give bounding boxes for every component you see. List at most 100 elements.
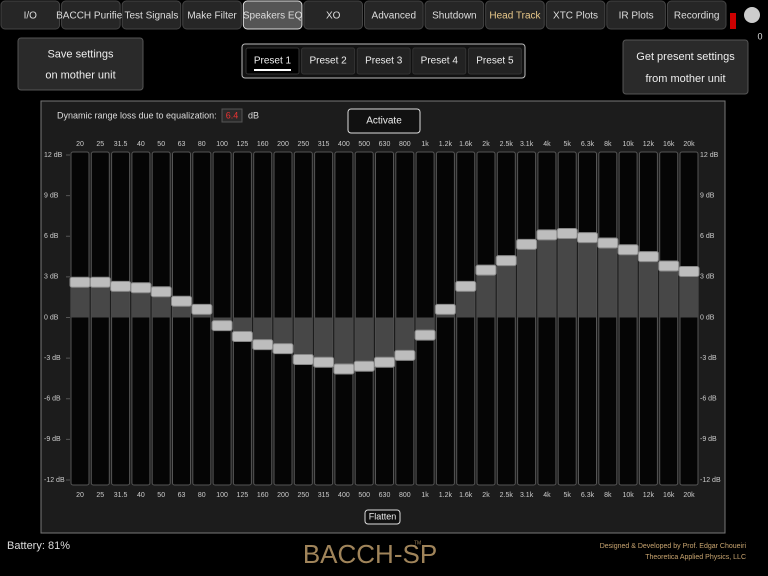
slider-knob[interactable] — [414, 329, 436, 341]
slider-knob[interactable] — [171, 295, 192, 307]
slider-track[interactable] — [172, 151, 191, 486]
band-label: 1.2k — [439, 141, 453, 148]
slider-knob[interactable] — [658, 260, 680, 272]
tab[interactable] — [303, 0, 363, 30]
band-label: 200 — [277, 492, 289, 499]
slider-track[interactable] — [578, 151, 597, 486]
tab-label: XTC Plots — [553, 11, 598, 22]
slider-track[interactable] — [598, 151, 618, 486]
dynamic-range-label: Dynamic range loss due to equalization: — [57, 110, 217, 120]
slider-track[interactable] — [476, 151, 496, 486]
slider-knob[interactable] — [495, 255, 517, 267]
activate-label: Activate — [366, 116, 402, 127]
flatten-button[interactable] — [364, 509, 401, 525]
slider-track[interactable] — [70, 151, 90, 486]
preset-button[interactable] — [412, 47, 467, 75]
slider-knob[interactable] — [272, 343, 294, 355]
dynamic-range-unit: dB — [248, 110, 259, 120]
slider-track[interactable] — [131, 151, 151, 486]
tab[interactable] — [242, 0, 303, 30]
band-label: 250 — [297, 141, 309, 148]
band-label: 160 — [257, 492, 269, 499]
slider-track[interactable] — [192, 151, 212, 486]
band-label: 4k — [543, 492, 551, 499]
slider-knob[interactable] — [617, 244, 639, 256]
slider-track[interactable] — [679, 151, 699, 486]
band-label: 100 — [216, 141, 228, 148]
button-label: Get present settings — [636, 51, 735, 63]
tab[interactable] — [61, 0, 121, 30]
status-button[interactable] — [744, 7, 760, 23]
slider-knob[interactable] — [455, 280, 477, 292]
slider-fill — [314, 317, 333, 363]
tab[interactable] — [182, 0, 242, 30]
slider-knob[interactable] — [130, 282, 152, 294]
slider-track[interactable] — [496, 151, 516, 486]
preset-button[interactable] — [356, 47, 411, 75]
band-label: 1.6k — [459, 492, 473, 499]
slider-fill — [274, 317, 292, 349]
tab[interactable] — [545, 0, 606, 30]
slider-knob[interactable] — [678, 265, 700, 277]
settings-button[interactable] — [17, 37, 144, 91]
tab[interactable] — [606, 0, 666, 30]
tab[interactable] — [424, 0, 485, 30]
slider-knob[interactable] — [231, 330, 253, 342]
band-label: 20k — [683, 492, 695, 499]
band-label: 63 — [178, 492, 186, 499]
preset-button[interactable] — [467, 47, 522, 75]
slider-fill — [375, 317, 394, 363]
slider-knob[interactable] — [577, 232, 598, 244]
slider-knob[interactable] — [69, 276, 91, 288]
slider-track[interactable] — [435, 151, 455, 486]
slider-track[interactable] — [151, 151, 171, 486]
tab[interactable] — [364, 0, 424, 30]
slider-track[interactable] — [618, 151, 638, 486]
slider-knob[interactable] — [252, 339, 274, 351]
slider-knob[interactable] — [475, 264, 497, 276]
tab[interactable] — [0, 0, 61, 30]
preset-button[interactable] — [245, 47, 300, 75]
band-label: 160 — [257, 141, 269, 148]
slider-track[interactable] — [638, 151, 658, 486]
band-label: 12k — [643, 141, 655, 148]
settings-button[interactable] — [622, 39, 749, 95]
slider-knob[interactable] — [516, 238, 538, 250]
y-tick-label: -12 dB — [700, 477, 721, 484]
slider-track[interactable] — [90, 151, 110, 486]
slider-knob[interactable] — [556, 228, 578, 240]
button-label: Save settings — [47, 49, 114, 61]
tab[interactable] — [121, 0, 182, 30]
y-tick-label: 3 dB — [44, 274, 59, 281]
band-label: 25 — [96, 141, 104, 148]
slider-knob[interactable] — [374, 356, 395, 368]
slider-track[interactable] — [456, 151, 476, 486]
slider-fill — [639, 256, 658, 318]
y-tick-label: 9 dB — [700, 192, 715, 199]
preset-button[interactable] — [301, 47, 356, 75]
tab[interactable] — [485, 0, 545, 30]
y-tick-label: 9 dB — [44, 192, 59, 199]
slider-knob[interactable] — [333, 363, 355, 375]
slider-knob[interactable] — [211, 320, 233, 332]
slider-knob[interactable] — [536, 229, 558, 241]
slider-knob[interactable] — [292, 353, 314, 365]
slider-knob[interactable] — [434, 303, 456, 315]
band-label: 10k — [622, 492, 634, 499]
slider-knob[interactable] — [353, 360, 375, 372]
slider-knob[interactable] — [110, 280, 132, 292]
slider-knob[interactable] — [150, 286, 172, 298]
slider-track[interactable] — [111, 151, 131, 486]
slider-track[interactable] — [537, 151, 557, 486]
slider-track[interactable] — [517, 151, 537, 486]
slider-knob[interactable] — [191, 303, 213, 315]
slider-knob[interactable] — [313, 356, 335, 368]
slider-track[interactable] — [659, 151, 679, 486]
slider-knob[interactable] — [394, 349, 416, 361]
slider-knob[interactable] — [637, 251, 659, 263]
slider-knob[interactable] — [89, 276, 111, 288]
slider-track[interactable] — [557, 151, 577, 486]
activate-button[interactable] — [347, 108, 421, 134]
tab[interactable] — [666, 0, 727, 30]
slider-knob[interactable] — [597, 237, 619, 249]
